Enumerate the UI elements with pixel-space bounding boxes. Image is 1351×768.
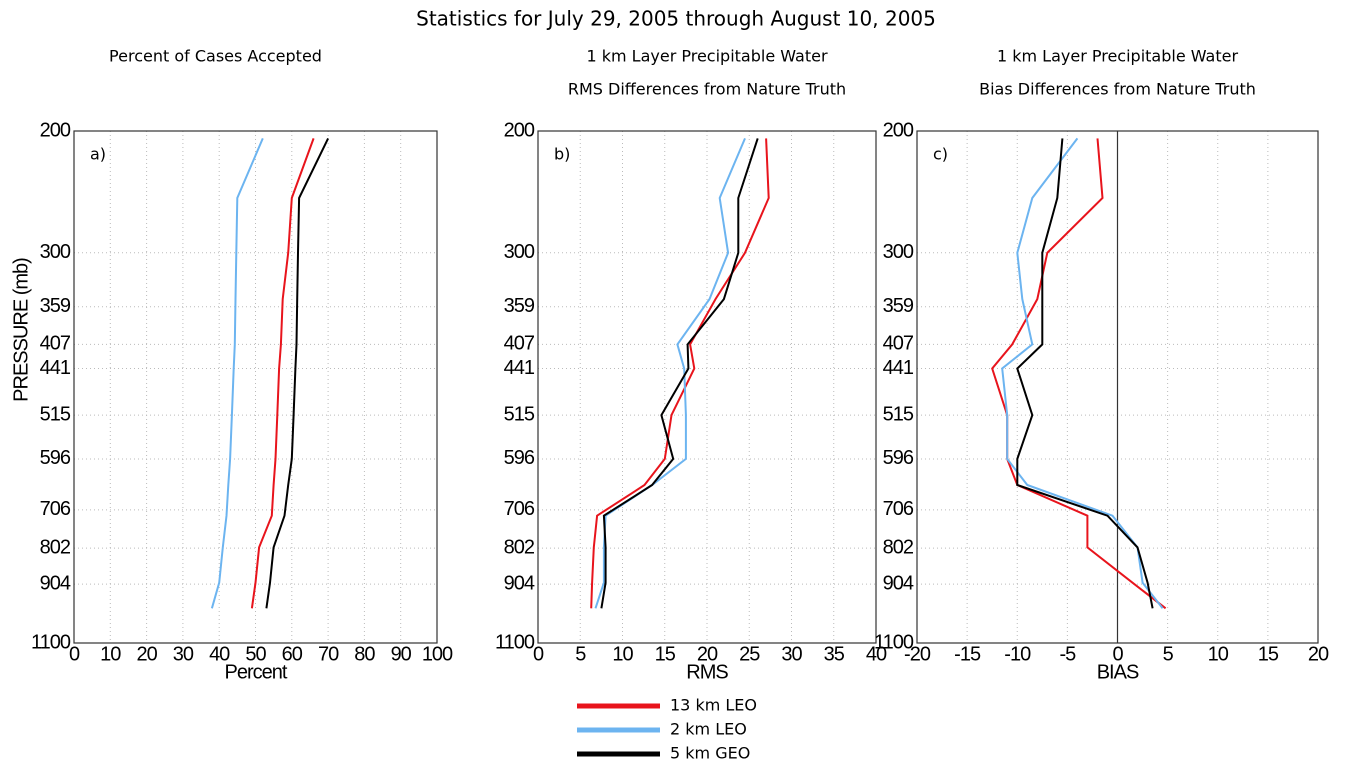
x-tick-label: 70 — [318, 643, 339, 665]
legend-label: 13 km LEO — [670, 696, 757, 715]
y-axis-label: PRESSURE (mb) — [10, 258, 32, 402]
x-tick-label: 0 — [533, 643, 544, 665]
y-tick-label: 441 — [40, 357, 71, 379]
plot-frame — [537, 130, 877, 644]
x-tick-label: 40 — [209, 643, 230, 665]
plot-frame — [916, 130, 1319, 644]
x-tick-label: 15 — [1258, 643, 1279, 665]
x-tick-label: 5 — [1163, 643, 1174, 665]
panel-subtitle: RMS Differences from Nature Truth — [568, 80, 846, 99]
x-tick-label: -10 — [1004, 643, 1031, 665]
x-tick-label: 0 — [1112, 643, 1123, 665]
y-tick-label: 596 — [40, 447, 71, 469]
y-tick-label: 407 — [504, 333, 535, 355]
series-line — [1016, 138, 1154, 609]
y-tick-label: 407 — [40, 333, 71, 355]
panel-subtitle: Bias Differences from Nature Truth — [979, 80, 1256, 99]
panel-label: a) — [90, 145, 106, 164]
x-tick-label: 25 — [739, 643, 760, 665]
y-tick-label: 706 — [883, 498, 914, 520]
x-tick-label: 80 — [354, 643, 375, 665]
y-tick-label: 300 — [504, 241, 535, 263]
x-tick-label: 20 — [136, 643, 157, 665]
x-tick-label: 30 — [781, 643, 802, 665]
y-tick-label: 802 — [40, 536, 71, 558]
y-tick-label: 515 — [504, 403, 535, 425]
y-tick-label: 904 — [883, 572, 914, 594]
x-tick-label: 0 — [69, 643, 80, 665]
x-tick-label: 100 — [422, 643, 453, 665]
x-tick-label: 5 — [575, 643, 586, 665]
y-tick-label: 300 — [40, 241, 71, 263]
x-tick-label: 40 — [866, 643, 887, 665]
x-tick-label: 60 — [282, 643, 303, 665]
x-tick-label: -20 — [904, 643, 931, 665]
x-tick-label: 50 — [245, 643, 266, 665]
y-tick-label: 1100 — [495, 631, 535, 653]
y-tick-label: 1100 — [31, 631, 71, 653]
x-tick-label: 35 — [824, 643, 845, 665]
legend-label: 2 km LEO — [670, 720, 747, 739]
y-tick-label: 200 — [504, 119, 535, 141]
panel-title: 1 km Layer Precipitable Water — [586, 47, 828, 66]
series-line — [250, 138, 315, 609]
y-tick-label: 515 — [883, 403, 914, 425]
y-tick-label: 904 — [40, 572, 71, 594]
y-tick-label: 300 — [883, 241, 914, 263]
panel-label: c) — [933, 145, 948, 164]
series-line — [594, 138, 746, 609]
x-tick-label: 30 — [173, 643, 194, 665]
panel-title: Percent of Cases Accepted — [109, 47, 322, 66]
y-tick-label: 596 — [504, 447, 535, 469]
x-axis-label: RMS — [686, 661, 728, 683]
y-tick-label: 706 — [40, 498, 71, 520]
panel-title: 1 km Layer Precipitable Water — [997, 47, 1239, 66]
y-tick-label: 359 — [40, 295, 71, 317]
x-tick-label: 20 — [697, 643, 718, 665]
series-line — [590, 138, 770, 609]
x-axis-label: BIAS — [1097, 661, 1139, 683]
y-tick-label: 200 — [40, 119, 71, 141]
series-line — [600, 138, 759, 609]
x-axis-label: Percent — [225, 661, 288, 683]
y-tick-label: 515 — [40, 403, 71, 425]
x-tick-label: 90 — [391, 643, 412, 665]
y-tick-label: 706 — [504, 498, 535, 520]
x-tick-label: -15 — [954, 643, 981, 665]
x-tick-label: 10 — [100, 643, 121, 665]
y-tick-label: 802 — [504, 536, 535, 558]
series-line — [1001, 137, 1164, 609]
x-tick-label: 10 — [612, 643, 633, 665]
y-tick-label: 802 — [883, 536, 914, 558]
x-tick-label: 20 — [1308, 643, 1329, 665]
y-tick-label: 441 — [504, 357, 535, 379]
y-tick-label: 359 — [883, 295, 914, 317]
y-tick-label: 596 — [883, 447, 914, 469]
y-tick-label: 1100 — [874, 631, 914, 653]
x-tick-label: 15 — [655, 643, 676, 665]
x-tick-label: -5 — [1059, 643, 1076, 665]
legend-label: 5 km GEO — [670, 744, 750, 763]
figure-title: Statistics for July 29, 2005 through Aug… — [416, 7, 936, 31]
y-tick-label: 441 — [883, 357, 914, 379]
y-tick-label: 904 — [504, 572, 535, 594]
y-tick-label: 200 — [883, 119, 914, 141]
series-line — [210, 138, 264, 609]
plot-frame — [73, 130, 438, 644]
y-tick-label: 359 — [504, 295, 535, 317]
y-tick-label: 407 — [883, 333, 914, 355]
x-tick-label: 10 — [1208, 643, 1229, 665]
panel-label: b) — [554, 145, 570, 164]
series-line — [265, 137, 329, 609]
